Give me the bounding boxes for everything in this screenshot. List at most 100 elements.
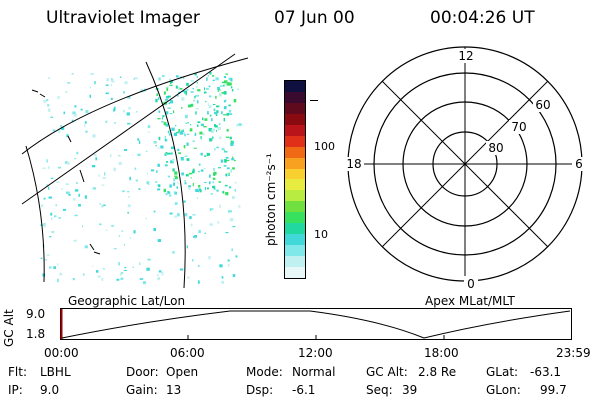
emission-pixel (161, 75, 165, 77)
emission-pixel (174, 171, 178, 175)
emission-pixel (212, 181, 214, 184)
emission-pixel (186, 89, 189, 91)
emission-pixel (118, 155, 121, 157)
emission-pixel (186, 142, 189, 146)
emission-pixel (146, 150, 148, 153)
emission-pixel (157, 239, 162, 242)
emission-pixel (209, 114, 212, 117)
emission-pixel (180, 130, 184, 133)
colorbar-band (285, 245, 305, 256)
emission-pixel (121, 230, 124, 232)
emission-pixel (223, 114, 227, 116)
emission-pixel (178, 86, 181, 90)
emission-pixel (212, 104, 216, 105)
emission-pixel (164, 136, 166, 139)
emission-pixel (228, 109, 232, 113)
emission-pixel (51, 231, 55, 233)
emission-pixel (164, 98, 168, 101)
emission-pixel (120, 272, 124, 274)
emission-pixel (204, 232, 206, 234)
emission-pixel (197, 89, 201, 92)
emission-pixel (73, 198, 76, 201)
emission-pixel (203, 168, 206, 170)
emission-pixel (113, 106, 116, 111)
emission-pixel (158, 77, 161, 81)
emission-pixel (185, 122, 187, 124)
dsp-value: -6.1 (292, 383, 316, 397)
geo-grid-line (145, 61, 186, 288)
emission-pixel (134, 167, 137, 170)
emission-pixel (194, 132, 197, 136)
emission-pixel (185, 114, 188, 119)
colorbar-band (285, 212, 305, 224)
emission-pixel (189, 128, 193, 132)
colorbar-units-label: photon cm⁻²s⁻¹ (264, 153, 278, 246)
emission-pixel (118, 162, 122, 165)
colorbar-band (285, 91, 305, 103)
colorbar-band (285, 256, 305, 267)
emission-pixel (231, 89, 234, 92)
emission-pixel (214, 111, 218, 115)
emission-pixel (197, 280, 200, 284)
emission-pixel (233, 160, 236, 162)
emission-pixel (207, 111, 209, 115)
emission-pixel (224, 151, 228, 153)
emission-pixel (172, 251, 175, 254)
emission-pixel (51, 217, 53, 221)
emission-pixel (150, 169, 155, 172)
filter-label: Flt: (8, 365, 27, 379)
emission-pixel (134, 77, 138, 80)
emission-pixel (216, 146, 219, 149)
emission-pixel (168, 78, 171, 81)
emission-pixel (73, 113, 77, 117)
emission-pixel (177, 181, 179, 185)
emission-pixel (174, 175, 178, 177)
emission-pixel (186, 133, 190, 135)
emission-pixel (221, 111, 223, 115)
emission-pixel (195, 188, 199, 192)
emission-pixel (80, 108, 83, 111)
door-value: Open (166, 365, 199, 379)
timeline-left-label: Geographic Lat/Lon (68, 294, 186, 308)
emission-pixel (232, 167, 235, 170)
emission-pixel (153, 228, 156, 232)
emission-pixel (99, 223, 102, 226)
emission-pixel (89, 86, 92, 89)
emission-pixel (225, 156, 229, 159)
emission-pixel (200, 123, 204, 126)
emission-pixel (184, 155, 188, 157)
emission-pixel (104, 172, 106, 176)
emission-pixel (222, 85, 225, 87)
emission-pixel (61, 188, 64, 190)
emission-pixel (61, 126, 65, 130)
emission-pixel (48, 196, 52, 199)
emission-pixel (111, 225, 114, 227)
emission-pixel (182, 90, 186, 93)
emission-pixel (211, 208, 214, 210)
emission-pixel (203, 126, 207, 128)
emission-pixel (46, 184, 48, 186)
emission-pixel (184, 182, 187, 185)
emission-pixel (58, 129, 61, 133)
mlt-label-18: 18 (346, 157, 361, 171)
emission-pixel (156, 170, 158, 173)
emission-pixel (119, 76, 122, 78)
emission-pixel (165, 86, 169, 88)
emission-pixel (65, 183, 69, 186)
emission-pixel (173, 132, 177, 137)
emission-pixel (127, 122, 131, 125)
emission-pixel (207, 75, 209, 77)
emission-pixel (223, 150, 226, 152)
emission-pixel (50, 177, 54, 179)
emission-pixel (207, 103, 210, 106)
emission-pixel (78, 204, 81, 207)
emission-pixel (229, 218, 234, 222)
emission-pixel (223, 91, 227, 95)
emission-pixel (211, 128, 216, 132)
emission-pixel (173, 182, 175, 186)
emission-pixel (209, 208, 212, 212)
emission-pixel (71, 119, 74, 123)
emission-pixel (169, 194, 172, 197)
emission-pixel (66, 134, 69, 138)
emission-pixel (105, 229, 108, 231)
